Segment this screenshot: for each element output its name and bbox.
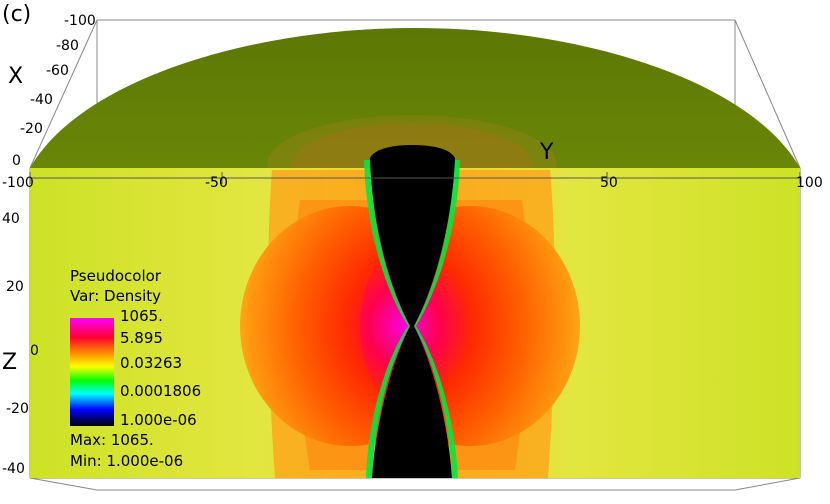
z-axis-label: Z	[2, 350, 18, 375]
y-tick: 50	[600, 175, 618, 191]
legend-colorbar	[70, 318, 114, 426]
legend-value: 1.000e-06	[120, 411, 197, 429]
y-tick: -100	[2, 175, 34, 191]
x-axis-label: X	[8, 64, 24, 89]
z-tick: -20	[6, 401, 29, 417]
y-tick: 100	[796, 175, 823, 191]
top-surface	[30, 28, 800, 168]
legend-value: 0.03263	[120, 354, 183, 372]
legend-min: Min: 1.000e-06	[70, 452, 184, 470]
legend-value: 0.0001806	[120, 382, 202, 400]
legend-value: 1065.	[120, 307, 163, 325]
x-tick: -40	[30, 92, 53, 108]
y-tick: -50	[205, 175, 228, 191]
x-tick: 0	[12, 153, 21, 169]
z-tick: 0	[30, 343, 39, 359]
jet	[370, 145, 455, 478]
legend-title: Pseudocolor	[70, 267, 161, 285]
x-tick: -100	[64, 13, 96, 29]
z-tick: 40	[2, 211, 20, 227]
legend-variable: Var: Density	[70, 287, 162, 305]
y-axis-label: Y	[540, 140, 554, 165]
panel-label: (c)	[2, 2, 32, 27]
x-tick: -80	[56, 38, 79, 54]
legend-max: Max: 1065.	[70, 431, 154, 449]
z-tick: 20	[6, 279, 24, 295]
z-tick: -40	[2, 461, 25, 477]
x-tick: -20	[20, 121, 43, 137]
y-axis-ticks	[29, 172, 801, 184]
legend-value: 5.895	[120, 329, 163, 347]
x-tick: -60	[46, 63, 69, 79]
